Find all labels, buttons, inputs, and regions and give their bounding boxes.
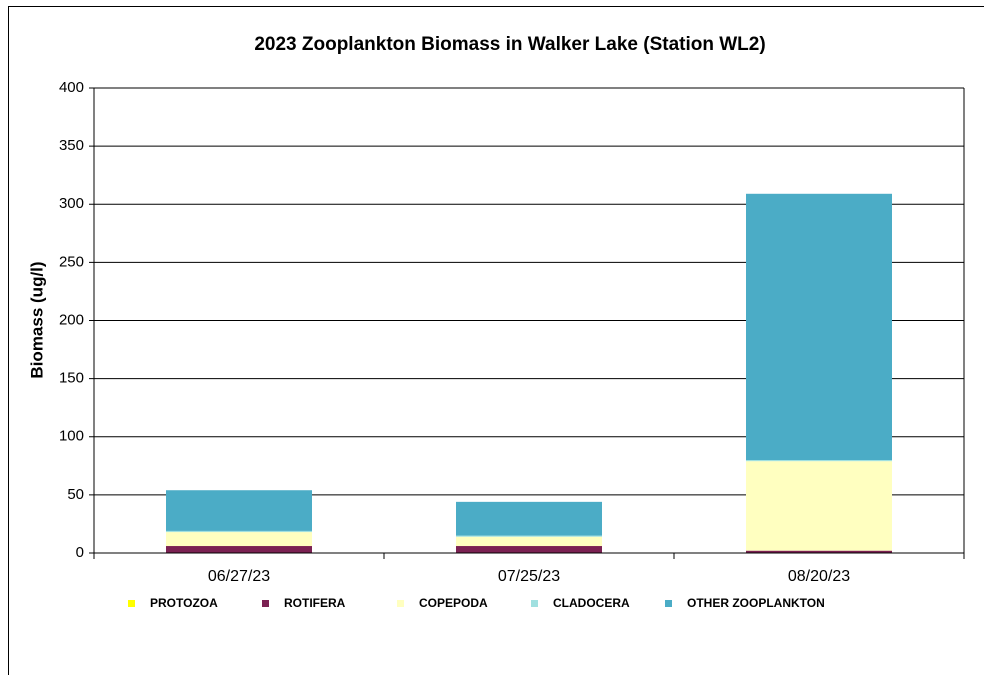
x-tick-label: 07/25/23 [498,568,560,585]
bar-segment [456,535,602,537]
y-tick-label: 100 [59,428,84,445]
chart-frame [8,6,984,675]
y-tick-label: 300 [59,195,84,212]
bar-segment [456,536,602,547]
legend-label: ROTIFERA [284,596,346,610]
bar-segment [166,546,312,553]
y-tick-label: 350 [59,137,84,154]
bar-segment [746,460,892,462]
bar-segment [166,530,312,533]
bar-segment [166,532,312,547]
legend-label: OTHER ZOOPLANKTON [687,596,825,610]
y-axis-label: Biomass (ug/l) [27,261,46,378]
legend-swatch [531,600,538,607]
legend-label: CLADOCERA [553,596,630,610]
chart-title: 2023 Zooplankton Biomass in Walker Lake … [254,34,765,55]
legend-label: PROTOZOA [150,596,218,610]
y-tick-label: 250 [59,253,84,270]
bar-segment [746,193,892,460]
bar-segment [456,546,602,553]
legend-swatch [262,600,269,607]
legend-swatch [128,600,135,607]
bar-segment [746,461,892,551]
legend-swatch [665,600,672,607]
y-tick-label: 50 [67,486,84,503]
x-tick-label: 06/27/23 [208,568,270,585]
bar-segment [456,501,602,536]
bar-segment [166,490,312,531]
bar-segment [746,550,892,553]
y-tick-label: 200 [59,311,84,328]
legend-swatch [397,600,404,607]
y-tick-label: 400 [59,79,84,96]
y-tick-label: 0 [76,544,84,561]
x-tick-label: 08/20/23 [788,568,850,585]
y-tick-label: 150 [59,370,84,387]
legend-label: COPEPODA [419,596,488,610]
